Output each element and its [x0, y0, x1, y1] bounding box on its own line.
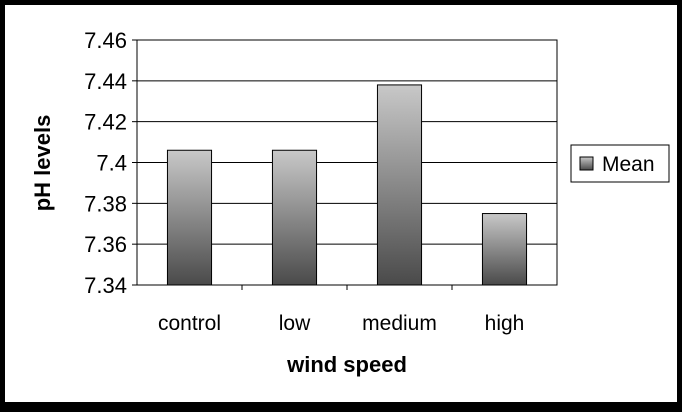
bar-control: [166, 149, 213, 286]
y-tick-label: 7.4: [96, 151, 127, 176]
x-tick-label: control: [158, 312, 221, 335]
x-axis-label: wind speed: [286, 352, 407, 377]
legend: Mean: [570, 144, 670, 183]
bar-high: [481, 213, 528, 286]
y-axis-tick-labels: 7.34 7.36 7.38 7.4 7.42 7.44 7.46: [84, 28, 137, 298]
y-tick-label: 7.38: [84, 191, 127, 216]
y-tick-label: 7.36: [84, 232, 127, 257]
legend-swatch: [579, 156, 594, 171]
x-axis-tick-labels: control low medium high: [158, 285, 524, 335]
x-tick-label: low: [279, 312, 311, 335]
bar-medium: [376, 84, 423, 286]
y-tick-label: 7.42: [84, 110, 127, 135]
y-axis-label: pH levels: [30, 115, 55, 212]
x-tick-label: high: [485, 312, 525, 335]
y-tick-label: 7.44: [84, 69, 127, 94]
y-tick-label: 7.46: [84, 28, 127, 53]
y-tick-label: 7.34: [84, 273, 127, 298]
legend-label: Mean: [602, 153, 655, 176]
x-tick-label: medium: [362, 312, 437, 335]
bar-low: [271, 149, 318, 286]
